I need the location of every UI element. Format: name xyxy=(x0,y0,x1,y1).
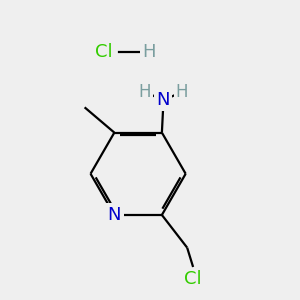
Text: H: H xyxy=(139,83,151,101)
Text: H: H xyxy=(142,43,155,61)
Text: H: H xyxy=(176,83,188,101)
Text: N: N xyxy=(157,91,170,109)
Text: Cl: Cl xyxy=(184,270,202,288)
Text: N: N xyxy=(108,206,121,224)
Text: Cl: Cl xyxy=(95,43,113,61)
